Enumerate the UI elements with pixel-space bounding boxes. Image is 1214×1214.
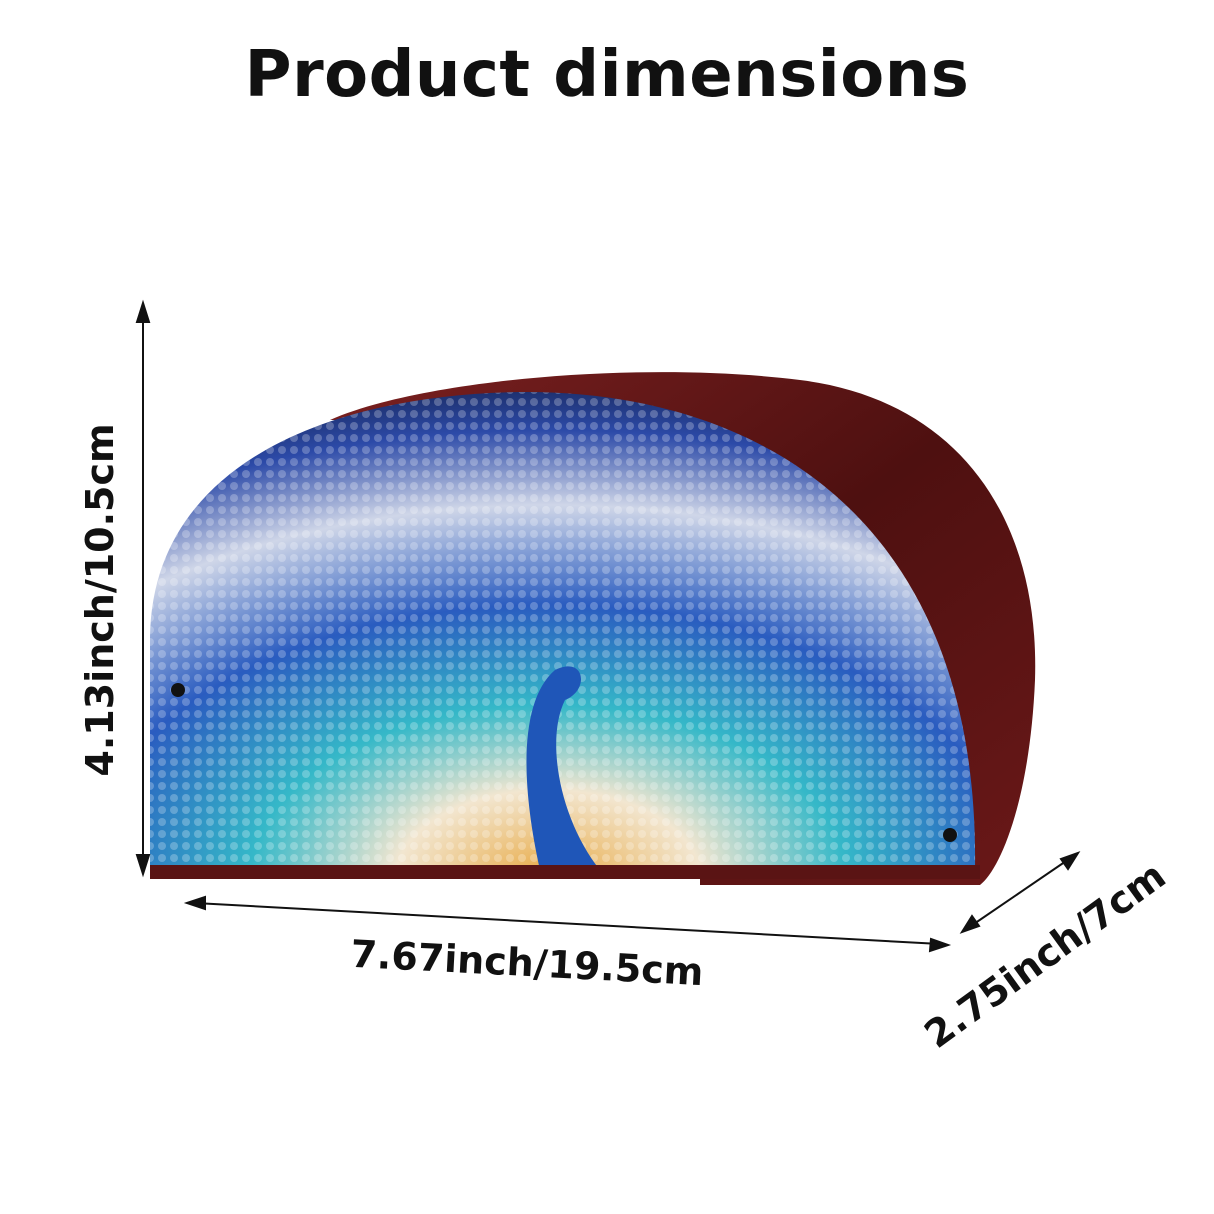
height-arrow: [135, 299, 151, 878]
page-title: Product dimensions: [244, 38, 970, 112]
peacock-body: [526, 666, 600, 870]
wooden-base: [150, 865, 980, 879]
height-label: 4.13inch/10.5cm: [78, 423, 122, 777]
screw-right: [943, 828, 957, 842]
screw-left: [171, 683, 185, 697]
width-arrow: [183, 895, 952, 953]
depth-arrow: [959, 851, 1081, 934]
